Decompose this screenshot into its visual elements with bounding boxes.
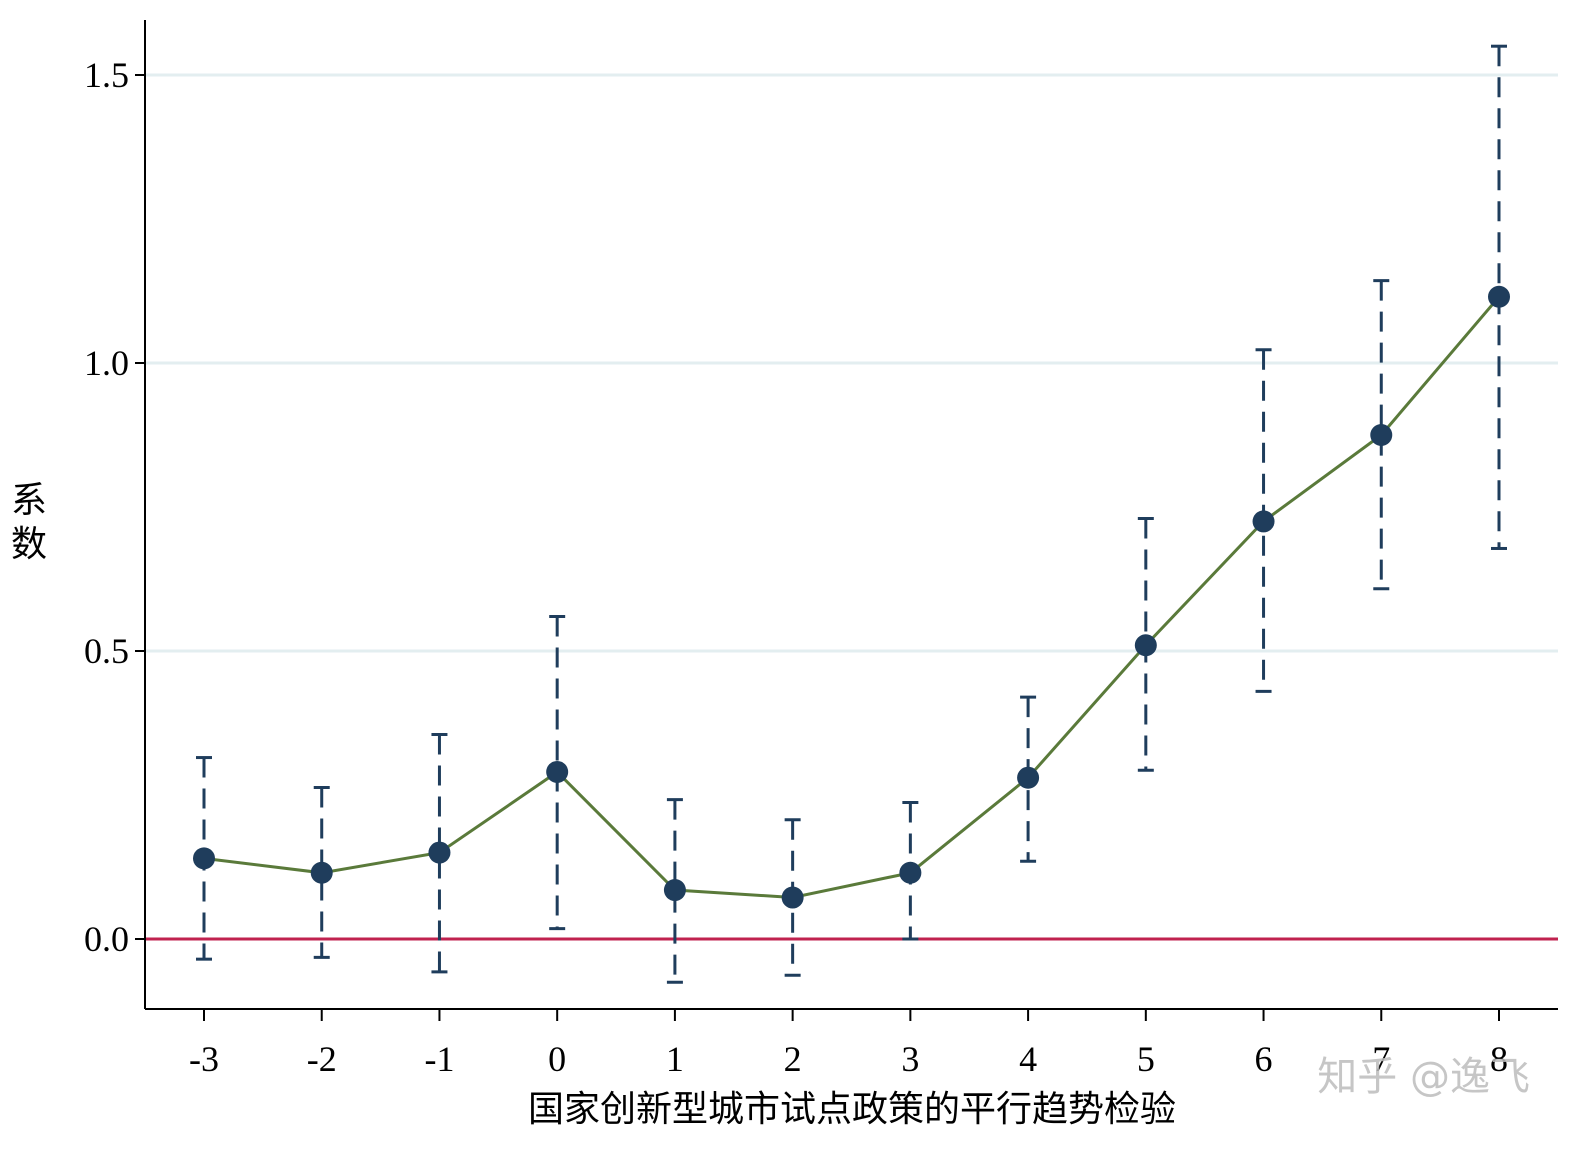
y-tick-label-1.5: 1.5 [84, 55, 129, 95]
x-tick-label-1: 1 [666, 1039, 684, 1079]
data-point--1 [428, 841, 451, 864]
grid-layer [146, 73, 1558, 653]
data-point-8 [1488, 285, 1510, 308]
y-tick-label-1.0: 1.0 [84, 343, 129, 383]
confidence-interval-layer [196, 44, 1507, 984]
x-tick-label-7: 7 [1372, 1039, 1390, 1079]
y-tick-label-0.0: 0.0 [84, 919, 129, 959]
x-axis-title: 国家创新型城市试点政策的平行趋势检验 [528, 1089, 1176, 1130]
data-point-2 [781, 886, 804, 909]
x-tick-label-3: 3 [901, 1039, 919, 1079]
axis-layer [144, 20, 1558, 1010]
x-tick-label-8: 8 [1490, 1039, 1508, 1079]
x-tick-label-5: 5 [1137, 1039, 1155, 1079]
data-point--3 [193, 847, 215, 870]
x-tick-label-0: 0 [548, 1039, 566, 1079]
data-point-3 [899, 861, 922, 884]
series-line [203, 295, 1501, 900]
data-point--2 [310, 861, 333, 884]
data-point-5 [1134, 634, 1157, 657]
y-axis-title-char-1: 系 [11, 480, 47, 521]
watermark-text: 知乎 @逸飞 [1317, 1054, 1530, 1100]
data-point-6 [1252, 510, 1275, 533]
x-tick-label-6: 6 [1255, 1039, 1273, 1079]
data-point-1 [663, 879, 686, 902]
x-tick-label--2: -2 [307, 1039, 337, 1079]
x-tick-label--3: -3 [189, 1039, 219, 1079]
x-tick-label--1: -1 [424, 1039, 454, 1079]
point-layer [193, 285, 1510, 909]
y-tick-layer: 0.0 0.5 1.0 1.5 [84, 55, 145, 959]
x-tick-layer: -3 -2 -1 0 1 2 3 4 5 6 7 8 [189, 1009, 1508, 1079]
x-tick-label-2: 2 [784, 1039, 802, 1079]
data-point-0 [546, 760, 569, 783]
y-axis-title-char-2: 数 [11, 524, 47, 565]
y-tick-label-0.5: 0.5 [84, 631, 129, 671]
data-point-7 [1370, 424, 1393, 446]
series-line-layer [203, 295, 1501, 900]
x-tick-label-4: 4 [1019, 1039, 1037, 1079]
data-point-4 [1017, 766, 1040, 789]
